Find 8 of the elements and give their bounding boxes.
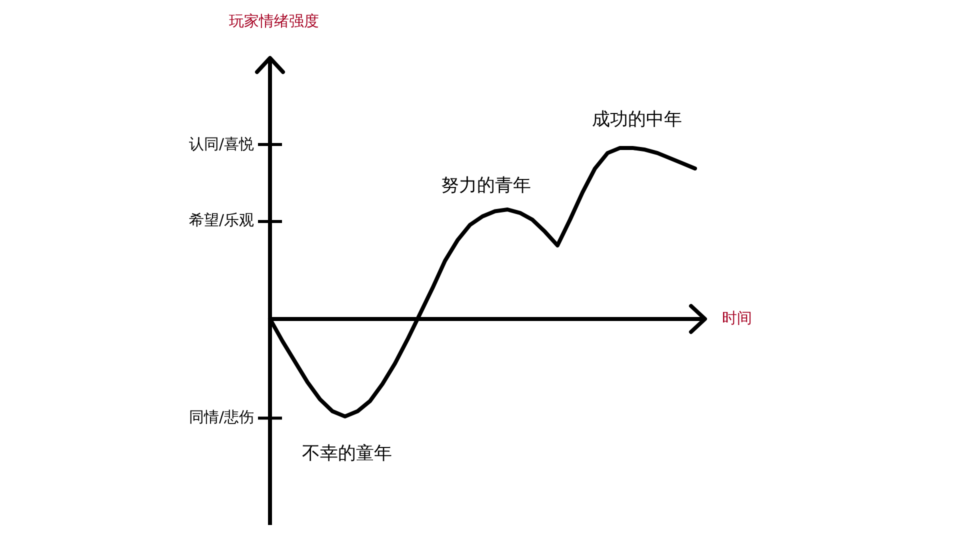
text: 成功的中年: [592, 108, 682, 131]
text: 希望/乐观: [188, 211, 254, 230]
x-axis-title: 时间: [722, 308, 752, 328]
text: 认同/喜悦: [188, 134, 254, 154]
annotation: 努力的青年: [441, 174, 531, 197]
text: 不幸的童年: [302, 442, 392, 465]
text: 玩家情绪强度: [229, 12, 319, 31]
text: 同情/悲伤: [188, 408, 254, 428]
